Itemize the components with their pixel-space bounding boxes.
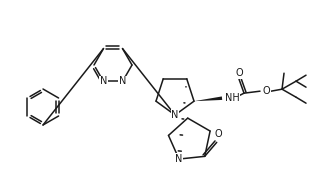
- Text: N: N: [175, 154, 183, 164]
- Text: O: O: [215, 129, 222, 139]
- Text: O: O: [235, 68, 243, 78]
- Text: N: N: [171, 110, 179, 120]
- Text: NH: NH: [225, 93, 239, 103]
- Polygon shape: [194, 96, 222, 101]
- Text: O: O: [262, 86, 270, 96]
- Text: N: N: [119, 76, 126, 86]
- Text: N: N: [100, 76, 107, 86]
